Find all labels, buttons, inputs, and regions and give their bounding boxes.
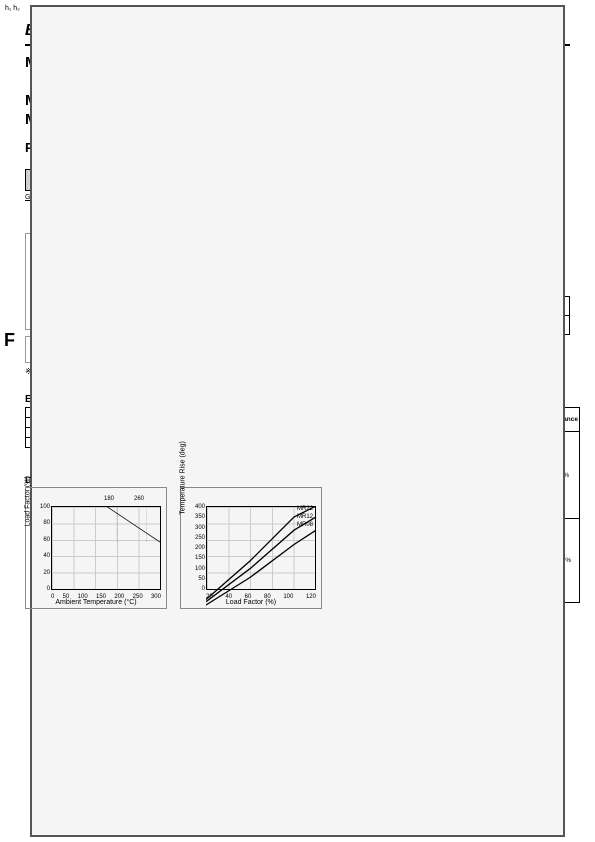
temprise-ylabel: Temperature Rise (deg)	[180, 441, 187, 515]
dimension-diagram-side: h₁ h₂	[25, 336, 320, 363]
temprise-s2: MR08	[297, 522, 313, 530]
derate-ylabel: Load Factor (%)	[25, 476, 32, 526]
temprise-s1: MR12	[297, 514, 313, 522]
temprise-chart: 400350300250200150100500 MR22 MR12 MR08	[180, 487, 322, 609]
temprise-yticks: 400350300250200150100500	[193, 504, 205, 592]
derate-plot	[51, 506, 161, 543]
derate-yticks: 100806040200	[38, 504, 50, 592]
derating-chart: 100806040200 180 260 050100150200250300 …	[25, 487, 167, 609]
temprise-xlabel: Load Factor (%)	[226, 599, 276, 606]
margin-marker: F	[4, 330, 15, 351]
derate-xlabel: Ambient Temperature (°C)	[55, 599, 136, 606]
temprise-s0: MR22	[297, 506, 313, 514]
